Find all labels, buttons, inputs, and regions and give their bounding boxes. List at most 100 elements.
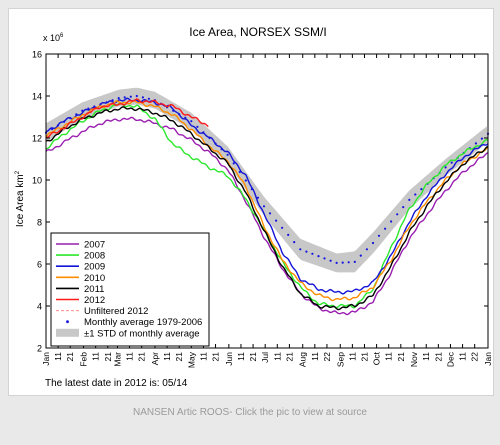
x-tick-label: Nov <box>409 351 419 367</box>
monthly-average-point <box>123 96 126 99</box>
x-tick-label: 21 <box>65 352 75 362</box>
x-tick-label: 21 <box>174 352 184 362</box>
monthly-average-point <box>135 94 138 98</box>
monthly-average-point <box>323 257 326 260</box>
monthly-average-point <box>414 193 417 196</box>
monthly-average-point <box>275 219 278 222</box>
monthly-average-point <box>305 250 308 253</box>
monthly-average-point <box>335 261 338 264</box>
monthly-average-point <box>293 241 296 244</box>
x-tick-label: Dec <box>446 351 456 367</box>
monthly-average-point <box>232 162 235 165</box>
monthly-average-layer <box>44 94 490 264</box>
monthly-average-point <box>262 205 266 208</box>
x-tick-label: 21 <box>211 352 221 362</box>
monthly-average-point <box>474 142 477 145</box>
x-tick-label: 22 <box>322 352 332 362</box>
x-tick-label: 21 <box>433 352 443 362</box>
x-tick-label: 21 <box>103 352 113 362</box>
series-layer <box>45 97 489 316</box>
monthly-average-point <box>444 166 447 169</box>
x-tick-label: Feb <box>79 352 89 367</box>
std-band-layer <box>46 87 488 273</box>
series-line-2012 <box>45 98 209 139</box>
x-tick-label: Jan <box>41 352 51 366</box>
monthly-average-point <box>420 188 423 191</box>
ice-area-chart: Ice Area, NORSEX SSM/I x 106 Ice Area km… <box>15 25 493 389</box>
monthly-average-point <box>371 241 375 245</box>
x-tick-label: Aug <box>298 352 308 367</box>
x-tick-label: 11 <box>236 352 246 361</box>
legend-label: ±1 STD of monthly average <box>84 328 200 339</box>
legend-swatch-monthly-average <box>66 320 69 324</box>
x-tick-label: 11 <box>384 352 394 361</box>
x-tick-label: 11 <box>91 352 101 361</box>
x-tick-label: Jul <box>260 352 270 363</box>
x-tick-label: 21 <box>284 352 294 362</box>
x-tick-label: 21 <box>248 352 258 362</box>
monthly-average-point <box>147 97 150 100</box>
x-tick-label: Oct <box>372 351 382 365</box>
legend-label: 2010 <box>84 273 105 284</box>
y-multiplier-base: x 10 <box>43 33 60 43</box>
monthly-average-point <box>402 206 405 209</box>
monthly-average-point <box>117 97 120 100</box>
series-line-2009 <box>45 97 489 295</box>
y-tick-label: 2 <box>37 344 42 354</box>
series-line-2011 <box>45 106 489 311</box>
x-tick-label: Jun <box>224 352 234 366</box>
plot-area-border <box>45 53 489 349</box>
x-tick-label: Sep <box>335 352 345 367</box>
x-tick-label: Mar <box>112 352 122 367</box>
monthly-average-point <box>390 220 393 223</box>
x-tick-label: 11 <box>198 352 208 361</box>
y-axis-label-sup: 2 <box>15 170 21 174</box>
y-tick-label: 14 <box>32 92 42 102</box>
image-caption: NANSEN Artic ROOS- Click the pic to view… <box>133 407 367 418</box>
monthly-average-point <box>347 261 350 264</box>
chart-image[interactable]: Ice Area, NORSEX SSM/I x 106 Ice Area km… <box>8 8 494 396</box>
x-tick-label: 21 <box>396 352 406 362</box>
monthly-average-point <box>408 198 411 201</box>
y-tick-label: 12 <box>32 134 42 144</box>
y-multiplier: x 106 <box>43 33 64 43</box>
monthly-average-point <box>268 212 272 215</box>
x-tick-label: 22 <box>470 352 480 362</box>
x-tick-label: 11 <box>310 352 320 361</box>
legend-label: 2011 <box>84 284 104 295</box>
monthly-average-point <box>129 95 132 98</box>
latest-date-note: The latest date in 2012 is: 05/14 <box>45 378 188 389</box>
y-tick-label: 10 <box>32 176 42 186</box>
legend-swatch-std-band <box>56 328 79 337</box>
monthly-average-point <box>365 248 368 251</box>
monthly-average-point <box>359 254 362 257</box>
monthly-average-point <box>329 259 332 262</box>
x-tick-label: 21 <box>137 352 147 362</box>
x-tick-label: 21 <box>360 352 370 362</box>
x-tick-label: May <box>186 351 196 368</box>
monthly-average-point <box>384 227 387 230</box>
monthly-average-point <box>450 161 453 164</box>
monthly-average-point <box>244 179 247 182</box>
monthly-average-point <box>190 120 193 123</box>
y-axis-label-text: Ice Area km <box>15 174 26 227</box>
monthly-average-point <box>141 96 144 99</box>
x-tick-label: 11 <box>53 352 63 361</box>
x-tick-label: Apr <box>150 352 160 365</box>
x-tick-label: 11 <box>272 352 282 361</box>
x-tick-label: 11 <box>347 352 357 361</box>
x-tick-label: 11 <box>162 352 172 361</box>
monthly-average-point <box>341 261 344 264</box>
x-tick-label: 11 <box>458 352 468 361</box>
monthly-average-point <box>317 255 320 258</box>
legend-label: 2008 <box>84 251 105 262</box>
std-band-area <box>46 87 488 273</box>
monthly-average-point <box>396 213 399 216</box>
y-tick-label: 4 <box>37 302 42 312</box>
x-tick-label: Jan <box>483 352 493 366</box>
legend-label: 2012 <box>84 295 105 306</box>
monthly-average-point <box>256 196 259 199</box>
series-line-2010 <box>45 99 489 302</box>
